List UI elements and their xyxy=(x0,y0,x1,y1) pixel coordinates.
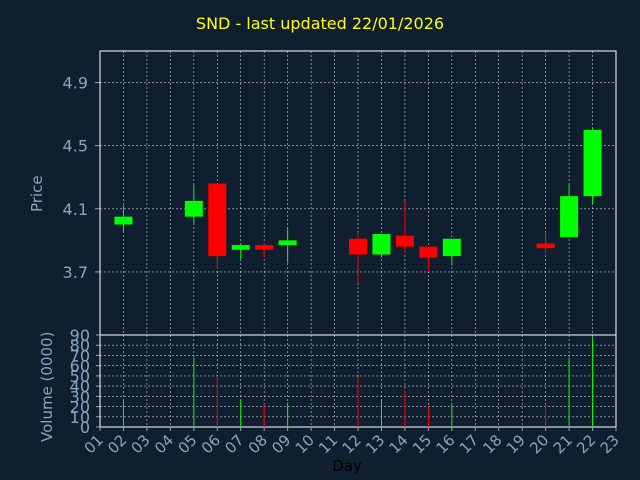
volume-tick-label: 70 xyxy=(70,346,90,365)
volume-tick-label: 10 xyxy=(70,408,90,427)
volume-axis-label: Volume (0000) xyxy=(38,331,56,442)
price-tick-label: 4.5 xyxy=(63,137,88,156)
volume-tick-label: 30 xyxy=(70,387,90,406)
x-tick-label: 20 xyxy=(526,431,552,457)
volume-tick-label: 20 xyxy=(70,398,90,417)
candle-body xyxy=(278,240,297,246)
candle-body xyxy=(184,200,203,217)
x-tick-label: 03 xyxy=(128,431,154,457)
x-tick-label: 08 xyxy=(245,431,271,457)
x-tick-label: 05 xyxy=(174,431,200,457)
x-tick-label: 11 xyxy=(315,431,341,457)
candle-body xyxy=(208,183,227,257)
candle-body xyxy=(395,235,414,247)
candle-body xyxy=(231,245,250,250)
x-tick-label: 18 xyxy=(479,431,505,457)
volume-tick-label: 40 xyxy=(70,377,90,396)
price-tick-label: 3.7 xyxy=(63,263,88,282)
candle-body xyxy=(255,245,274,250)
x-tick-label: 16 xyxy=(432,431,458,457)
price-tick-label: 4.1 xyxy=(63,200,88,219)
volume-tick-label: 50 xyxy=(70,367,90,386)
volume-tick-label: 80 xyxy=(70,336,90,355)
x-tick-label: 21 xyxy=(550,431,576,457)
x-tick-label: 13 xyxy=(362,431,388,457)
x-tick-label: 22 xyxy=(573,431,599,457)
candle-body xyxy=(442,238,461,257)
x-tick-label: 07 xyxy=(221,431,247,457)
x-tick-label: 19 xyxy=(503,431,529,457)
x-tick-label: 17 xyxy=(456,431,482,457)
candle-body xyxy=(372,234,391,255)
x-tick-label: 10 xyxy=(292,431,318,457)
volume-tick-label: 90 xyxy=(70,326,90,345)
chart-title: SND - last updated 22/01/2026 xyxy=(195,14,445,33)
x-tick-label: 04 xyxy=(151,431,177,457)
price-tick-label: 4.9 xyxy=(63,74,88,93)
x-tick-label: 06 xyxy=(198,431,224,457)
x-axis-label: Day xyxy=(332,457,362,475)
price-axis-label: Price xyxy=(28,175,46,212)
x-tick-label: 09 xyxy=(268,431,294,457)
x-tick-label: 15 xyxy=(409,431,435,457)
volume-tick-label: 0 xyxy=(80,418,90,437)
candle-body xyxy=(114,216,133,225)
candle-body xyxy=(419,246,438,258)
candle-body xyxy=(349,238,367,255)
candle-body xyxy=(583,129,602,197)
candle-body xyxy=(560,196,579,238)
x-tick-label: 14 xyxy=(386,431,412,457)
x-tick-label: 23 xyxy=(597,431,623,457)
candle-body xyxy=(536,243,555,249)
x-tick-label: 02 xyxy=(104,431,130,457)
x-tick-label: 12 xyxy=(339,431,365,457)
volume-tick-label: 60 xyxy=(70,357,90,376)
